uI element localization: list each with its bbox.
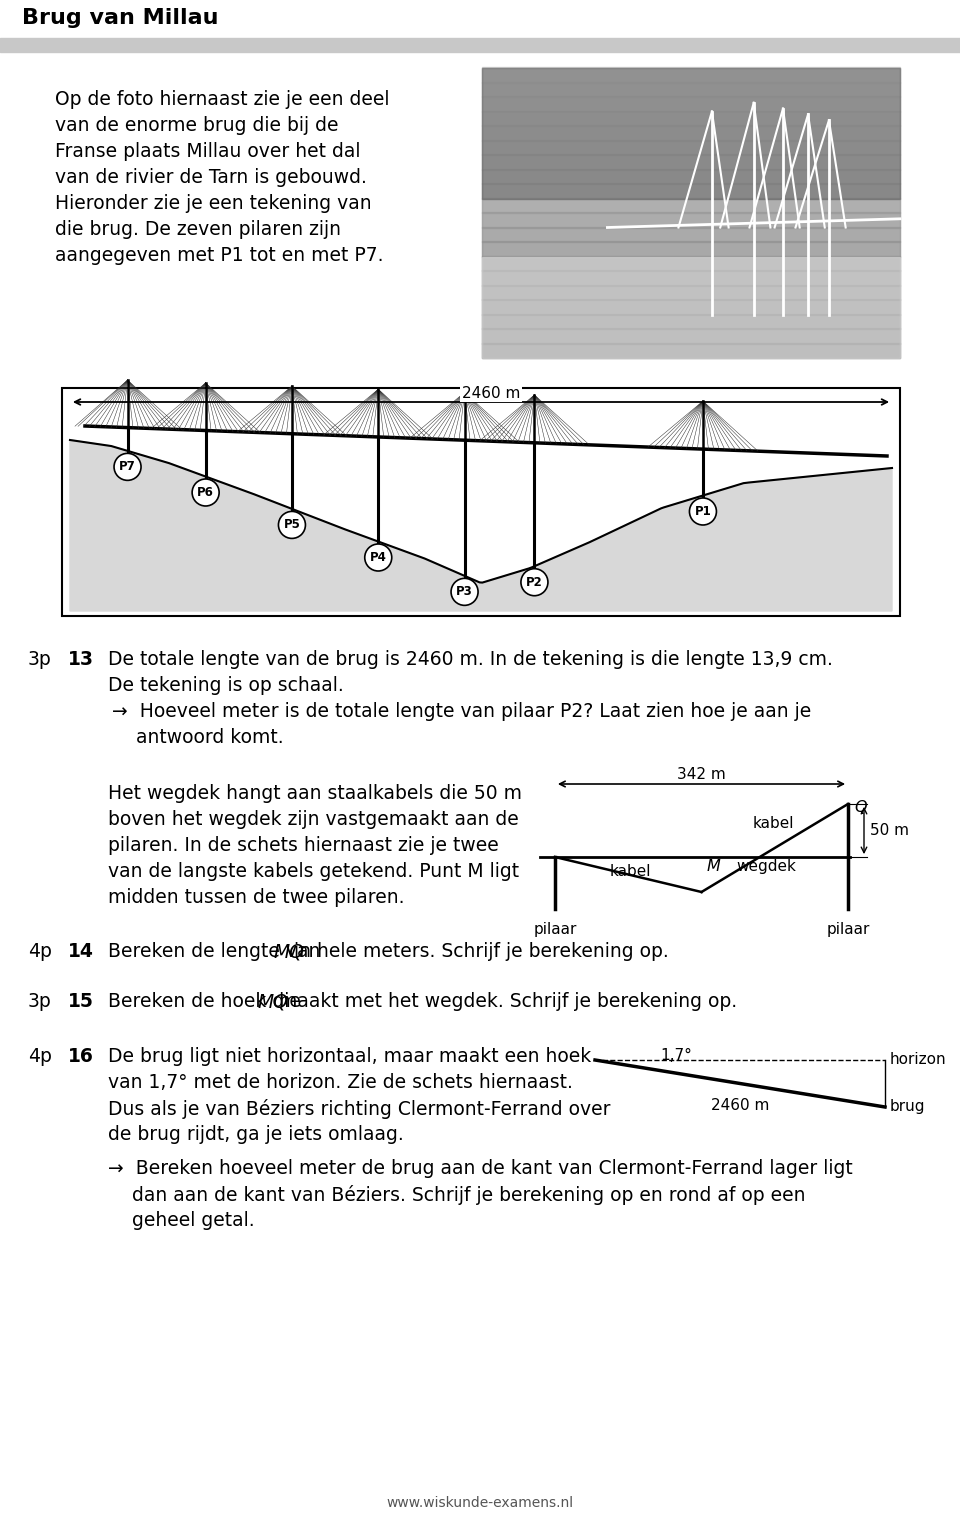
Text: van de langste kabels getekend. Punt M ligt: van de langste kabels getekend. Punt M l… (108, 863, 519, 881)
Polygon shape (70, 440, 892, 611)
Text: 4p: 4p (28, 1048, 52, 1066)
Text: P7: P7 (119, 461, 136, 473)
Bar (482, 168, 900, 183)
Text: 3p: 3p (28, 650, 52, 669)
Bar (482, 212, 900, 227)
Text: van de enorme brug die bij de: van de enorme brug die bij de (55, 117, 339, 135)
Text: →  Hoeveel meter is de totale lengte van pilaar P2? Laat zien hoe je aan je: → Hoeveel meter is de totale lengte van … (112, 702, 811, 722)
Bar (482, 327, 900, 344)
Text: pilaar: pilaar (827, 922, 870, 937)
Text: brug: brug (890, 1099, 925, 1114)
Text: P2: P2 (526, 576, 542, 588)
Text: Franse plaats Millau over het dal: Franse plaats Millau over het dal (55, 143, 361, 161)
Text: maakt met het wegdek. Schrijf je berekening op.: maakt met het wegdek. Schrijf je bereken… (273, 991, 737, 1011)
Circle shape (192, 479, 219, 506)
Text: www.wiskunde-examens.nl: www.wiskunde-examens.nl (387, 1496, 573, 1510)
Bar (482, 183, 900, 199)
Text: 2460 m: 2460 m (462, 387, 520, 402)
Bar (482, 82, 900, 97)
Text: Bereken de hoek die: Bereken de hoek die (108, 991, 307, 1011)
Text: dan aan de kant van Béziers. Schrijf je berekening op en rond af op een: dan aan de kant van Béziers. Schrijf je … (108, 1186, 805, 1205)
Text: kabel: kabel (753, 817, 794, 831)
Text: geheel getal.: geheel getal. (108, 1211, 254, 1229)
Bar (482, 124, 900, 141)
Text: van 1,7° met de horizon. Zie de schets hiernaast.: van 1,7° met de horizon. Zie de schets h… (108, 1073, 573, 1092)
Bar (482, 299, 900, 314)
Text: P5: P5 (283, 518, 300, 532)
Text: 13: 13 (68, 650, 94, 669)
Bar (482, 314, 900, 329)
Text: P4: P4 (370, 550, 387, 564)
Text: 4p: 4p (28, 941, 52, 961)
Text: 14: 14 (68, 941, 94, 961)
Bar (482, 270, 900, 285)
Bar (482, 343, 900, 358)
Bar (482, 241, 900, 256)
Bar (482, 285, 900, 300)
Text: Het wegdek hangt aan staalkabels die 50 m: Het wegdek hangt aan staalkabels die 50 … (108, 784, 522, 803)
Circle shape (689, 497, 716, 525)
Text: aangegeven met P1 tot en met P7.: aangegeven met P1 tot en met P7. (55, 246, 383, 265)
Text: de brug rijdt, ga je iets omlaag.: de brug rijdt, ga je iets omlaag. (108, 1125, 404, 1145)
Bar (482, 139, 900, 155)
Text: 2460 m: 2460 m (710, 1098, 769, 1113)
Text: die brug. De zeven pilaren zijn: die brug. De zeven pilaren zijn (55, 220, 341, 240)
Text: antwoord komt.: antwoord komt. (112, 728, 283, 747)
Text: wegdek: wegdek (736, 860, 797, 875)
Text: Brug van Millau: Brug van Millau (22, 8, 219, 27)
Text: P1: P1 (695, 505, 711, 518)
Text: P3: P3 (456, 585, 473, 599)
Text: boven het wegdek zijn vastgemaakt aan de: boven het wegdek zijn vastgemaakt aan de (108, 810, 518, 829)
Bar (482, 197, 900, 214)
Text: midden tussen de twee pilaren.: midden tussen de twee pilaren. (108, 888, 404, 907)
Text: Bereken de lengte van: Bereken de lengte van (108, 941, 326, 961)
Text: →  Bereken hoeveel meter de brug aan de kant van Clermont-Ferrand lager ligt: → Bereken hoeveel meter de brug aan de k… (108, 1160, 852, 1178)
Bar (482, 256, 900, 271)
Bar (482, 256, 900, 358)
Text: horizon: horizon (890, 1052, 947, 1067)
Text: 1,7°: 1,7° (660, 1048, 692, 1063)
Circle shape (114, 453, 141, 481)
Text: Dus als je van Béziers richting Clermont-Ferrand over: Dus als je van Béziers richting Clermont… (108, 1099, 611, 1119)
Text: De totale lengte van de brug is 2460 m. In de tekening is die lengte 13,9 cm.: De totale lengte van de brug is 2460 m. … (108, 650, 833, 669)
Circle shape (451, 579, 478, 605)
Text: Béziers: Béziers (78, 591, 134, 606)
Bar (482, 96, 900, 112)
Text: 50 m: 50 m (870, 823, 909, 838)
Bar (482, 67, 900, 82)
Text: P6: P6 (197, 487, 214, 499)
Text: pilaar: pilaar (534, 922, 577, 937)
Text: 15: 15 (68, 991, 94, 1011)
Circle shape (521, 568, 548, 596)
Text: MQ: MQ (273, 941, 304, 961)
Text: M: M (707, 860, 720, 875)
Bar (482, 111, 900, 126)
Circle shape (278, 511, 305, 538)
Circle shape (365, 544, 392, 572)
Text: kabel: kabel (610, 864, 651, 879)
Bar (0, 38, 960, 52)
Text: Clermont-Ferrand: Clermont-Ferrand (750, 591, 884, 606)
Text: De tekening is op schaal.: De tekening is op schaal. (108, 676, 344, 694)
Text: De brug ligt niet horizontaal, maar maakt een hoek: De brug ligt niet horizontaal, maar maak… (108, 1048, 591, 1066)
Bar (482, 68, 900, 199)
Bar (482, 155, 900, 170)
Text: 3p: 3p (28, 991, 52, 1011)
Bar (482, 226, 900, 243)
Text: Hieronder zie je een tekening van: Hieronder zie je een tekening van (55, 194, 372, 214)
Text: 342 m: 342 m (677, 767, 726, 782)
Text: Op de foto hiernaast zie je een deel: Op de foto hiernaast zie je een deel (55, 89, 390, 109)
Bar (62, 388, 900, 615)
Text: pilaren. In de schets hiernaast zie je twee: pilaren. In de schets hiernaast zie je t… (108, 835, 499, 855)
Text: in hele meters. Schrijf je berekening op.: in hele meters. Schrijf je berekening op… (288, 941, 669, 961)
Bar (482, 68, 900, 358)
Text: MQ: MQ (258, 991, 289, 1011)
Text: 16: 16 (68, 1048, 94, 1066)
Text: Q: Q (854, 799, 867, 814)
Text: van de rivier de Tarn is gebouwd.: van de rivier de Tarn is gebouwd. (55, 168, 367, 186)
